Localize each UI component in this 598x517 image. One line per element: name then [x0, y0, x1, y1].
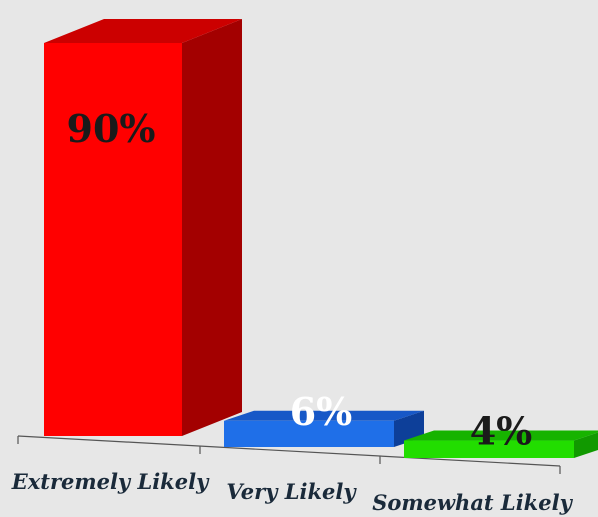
category-label-extremely-likely: Extremely Likely [11, 469, 210, 494]
x-axis-ticks [17, 436, 561, 474]
value-label-somewhat-likely: 4% [470, 409, 533, 454]
bar-side-face [182, 19, 242, 436]
bar-front-face [404, 440, 574, 458]
bar-side-face [574, 432, 598, 458]
bar-somewhat-likely [404, 430, 598, 458]
bar-extremely-likely [44, 19, 242, 436]
value-label-extremely-likely: 90% [67, 106, 156, 151]
category-label-very-likely: Very Likely [226, 479, 357, 504]
bar-top-face [404, 430, 598, 441]
value-labels-group: 90% 6% 4% [67, 106, 533, 454]
x-axis-line [17, 435, 561, 467]
bar-front-face [44, 43, 182, 436]
bars-group [44, 19, 598, 458]
bar-top-face [44, 19, 242, 43]
value-label-very-likely: 6% [290, 389, 353, 434]
bar-front-face [224, 420, 394, 447]
bar-top-face [224, 410, 424, 421]
category-label-somewhat-likely: Somewhat Likely [372, 490, 573, 515]
category-labels-group: Extremely Likely Very Likely Somewhat Like… [11, 469, 574, 515]
